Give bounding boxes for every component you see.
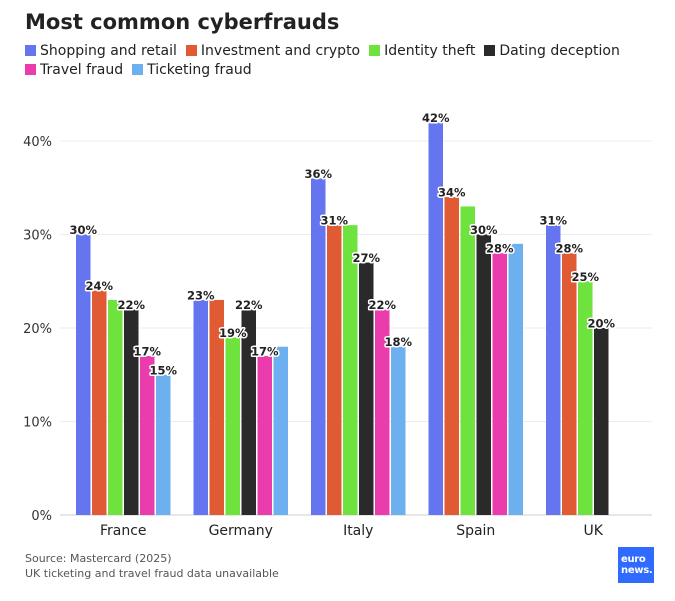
data-label: 22% (235, 298, 263, 312)
legend-swatch (369, 45, 381, 56)
bar (327, 225, 342, 515)
x-tick-label: Germany (209, 523, 273, 539)
data-label: 24% (85, 279, 113, 293)
data-label: 36% (304, 167, 332, 181)
data-note: UK ticketing and travel fraud data unava… (25, 567, 279, 580)
bar (578, 281, 593, 515)
bar (444, 197, 459, 515)
legend-label: Identity theft (384, 43, 476, 59)
data-label: 28% (555, 242, 583, 256)
bar (209, 299, 224, 515)
data-label: 17% (133, 345, 161, 359)
bar (343, 225, 358, 515)
data-label: 31% (320, 214, 348, 228)
bar (257, 356, 272, 515)
y-tick-label: 10% (23, 416, 52, 431)
y-tick-label: 0% (31, 509, 52, 524)
y-tick-label: 30% (23, 229, 52, 244)
bar (375, 309, 390, 515)
data-label: 22% (117, 298, 145, 312)
bar (460, 206, 475, 515)
bar (391, 346, 406, 515)
bar (546, 225, 561, 515)
data-label: 31% (539, 214, 567, 228)
x-tick-label: France (100, 523, 147, 539)
x-tick-label: Spain (456, 523, 495, 539)
bar (311, 178, 326, 515)
bar (225, 337, 240, 515)
y-tick-label: 40% (23, 135, 52, 150)
data-label: 30% (69, 223, 97, 237)
footer: Source: Mastercard (2025) UK ticketing a… (25, 551, 279, 581)
bar (241, 309, 256, 515)
bar (108, 299, 123, 515)
legend-item: Dating deception (484, 42, 620, 61)
euronews-logo: euro news. (618, 547, 654, 583)
y-tick-label: 20% (23, 322, 52, 337)
data-label: 20% (587, 317, 615, 331)
bar (156, 374, 171, 515)
bar (562, 253, 577, 515)
data-label: 30% (470, 223, 498, 237)
legend-label: Shopping and retail (40, 43, 177, 59)
legend-swatch (484, 45, 496, 56)
bar (476, 234, 491, 515)
x-tick-label: UK (584, 523, 604, 539)
bar (193, 299, 208, 515)
data-label: 34% (438, 186, 466, 200)
chart-title: Most common cyberfrauds (25, 10, 340, 34)
legend-item: Shopping and retail (25, 42, 177, 61)
bar (359, 262, 374, 515)
bar (428, 122, 443, 516)
legend-label: Ticketing fraud (147, 62, 252, 78)
bar (76, 234, 91, 515)
source-note: Source: Mastercard (2025) (25, 552, 172, 565)
legend-swatch (25, 45, 36, 56)
bar (140, 356, 155, 515)
bar (92, 290, 107, 515)
legend-swatch (185, 45, 197, 56)
bar (594, 328, 609, 515)
legend-swatch (132, 64, 144, 75)
bar (492, 253, 507, 515)
data-label: 18% (384, 335, 412, 349)
data-label: 19% (219, 326, 247, 340)
bar (508, 243, 523, 515)
data-label: 42% (422, 111, 450, 125)
legend-item: Ticketing fraud (132, 61, 252, 80)
data-label: 22% (368, 298, 396, 312)
data-label: 23% (187, 288, 215, 302)
legend-item: Investment and crypto (185, 42, 361, 61)
legend-swatch (25, 64, 36, 75)
bar (273, 346, 288, 515)
data-label: 15% (149, 363, 177, 377)
legend-label: Travel fraud (40, 62, 124, 78)
data-label: 28% (486, 242, 514, 256)
legend-label: Dating deception (499, 43, 620, 59)
legend-item: Identity theft (369, 42, 475, 61)
x-tick-label: Italy (343, 523, 373, 539)
data-label: 27% (352, 251, 380, 265)
legend: Shopping and retail Investment and crypto… (25, 42, 655, 80)
bar (124, 309, 139, 515)
legend-label: Investment and crypto (200, 43, 361, 59)
data-label: 17% (251, 345, 279, 359)
data-label: 25% (571, 270, 599, 284)
legend-item: Travel fraud (25, 61, 123, 80)
